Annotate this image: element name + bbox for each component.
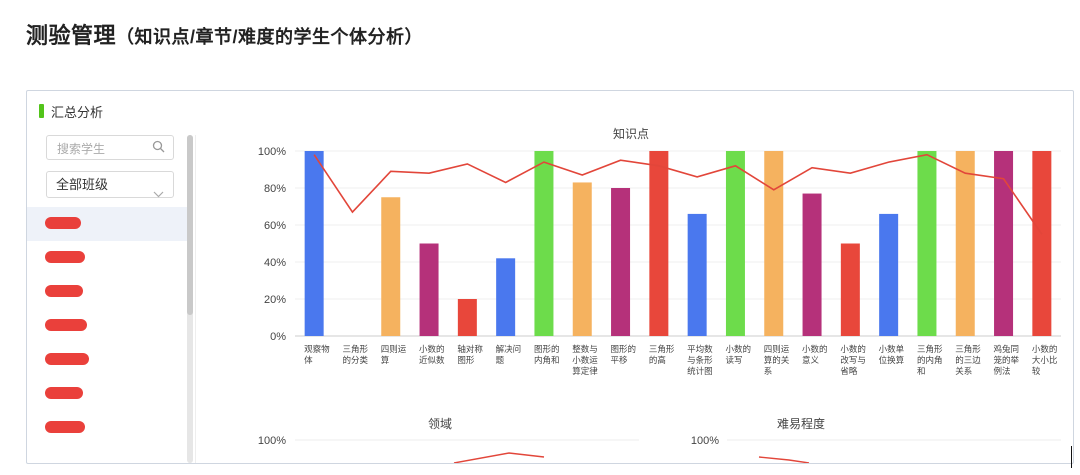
bar <box>994 151 1014 336</box>
redaction-mark <box>45 251 85 263</box>
student-list-item[interactable] <box>27 275 187 309</box>
line-series <box>313 153 1043 235</box>
chevron-down-icon <box>153 181 164 206</box>
difficulty-line-partial <box>758 456 810 463</box>
x-tick-label: 小数的大小比较 <box>1032 344 1058 376</box>
y-tick-label: 20% <box>264 294 286 306</box>
student-list-item[interactable] <box>27 343 187 377</box>
student-list-item[interactable] <box>27 241 187 275</box>
student-sidebar: 全部班级 <box>27 129 195 463</box>
redaction-mark <box>45 217 81 229</box>
student-list <box>27 207 187 445</box>
page-subtitle: （知识点/章节/难度的学生个体分析） <box>116 27 424 47</box>
x-tick-label: 平均数与条形统计图 <box>687 344 713 376</box>
student-search-input[interactable] <box>55 137 155 160</box>
student-list-item[interactable] <box>27 377 187 411</box>
bar <box>687 213 707 336</box>
bar <box>840 243 860 336</box>
x-tick-label: 整数与小数运算定律 <box>572 344 598 376</box>
panel-header: 汇总分析 <box>39 103 104 120</box>
text-cursor <box>1071 446 1072 468</box>
domain-line-partial <box>453 452 545 463</box>
page-title-main: 测验管理 <box>26 23 117 48</box>
x-tick-label: 小数的改写与省略 <box>840 344 866 376</box>
x-tick-label: 小数单位换算 <box>879 344 905 365</box>
bar <box>381 197 401 336</box>
student-list-item[interactable] <box>27 309 187 343</box>
redaction-mark <box>45 421 85 433</box>
bar <box>917 151 937 336</box>
chart-title-difficulty: 难易程度 <box>777 416 825 431</box>
bar <box>572 182 592 336</box>
student-list-item[interactable] <box>27 207 187 241</box>
x-tick-label: 四则运算 <box>381 344 407 365</box>
bar <box>457 299 477 336</box>
student-list-item[interactable] <box>27 411 187 445</box>
bar <box>764 151 784 336</box>
bar <box>649 151 669 336</box>
x-tick-label: 解决问题 <box>496 344 522 365</box>
bar <box>419 243 439 336</box>
page-title: 测验管理（知识点/章节/难度的学生个体分析） <box>26 18 423 50</box>
y-tick-label: 80% <box>264 183 286 195</box>
x-tick-label: 轴对称图形 <box>457 344 483 365</box>
redaction-mark <box>45 387 83 399</box>
x-tick-label: 三角形的分类 <box>342 344 368 365</box>
x-tick-label: 小数的近似数 <box>419 344 445 365</box>
summary-panel: 汇总分析 全部班级 知识点 0%20%40%60%80%100% 观察物体三角形… <box>26 90 1074 464</box>
x-tick-label: 图形的平移 <box>611 344 637 365</box>
class-select-value: 全部班级 <box>56 177 109 192</box>
bar <box>534 151 554 336</box>
x-tick-label: 四则运算的关系 <box>764 344 790 376</box>
main-chart-bars <box>304 151 1052 336</box>
y-tick-label: 100% <box>258 146 286 158</box>
difficulty-y-tick: 100% <box>691 435 719 447</box>
x-tick-label: 三角形的内角和 <box>917 344 943 376</box>
x-tick-label: 鸡兔同笼的举例法 <box>994 344 1020 376</box>
redaction-mark <box>45 353 89 365</box>
bar <box>955 151 975 336</box>
bar <box>496 258 516 336</box>
bar <box>879 213 899 336</box>
x-tick-label: 三角形的高 <box>649 344 675 365</box>
charts-area: 知识点 0%20%40%60%80%100% 观察物体三角形的分类四则运算小数的… <box>258 127 1061 463</box>
x-tick-label: 小数的读写 <box>725 344 751 365</box>
redaction-mark <box>45 319 87 331</box>
chart-title-domain: 领域 <box>428 417 452 431</box>
scrollbar-thumb[interactable] <box>187 135 193 315</box>
class-select[interactable]: 全部班级 <box>46 171 174 198</box>
bar <box>725 151 745 336</box>
bar <box>802 193 822 336</box>
y-tick-label: 40% <box>264 257 286 269</box>
bar <box>304 151 324 336</box>
x-tick-label: 小数的意义 <box>802 344 828 365</box>
y-tick-label: 60% <box>264 220 286 232</box>
main-chart-line-series <box>313 153 1043 235</box>
sidebar-scrollbar[interactable] <box>187 135 193 463</box>
main-chart-x-labels: 观察物体三角形的分类四则运算小数的近似数轴对称图形解决问题图形的内角和整数与小数… <box>304 344 1057 376</box>
x-tick-label: 图形的内角和 <box>534 344 560 365</box>
domain-y-tick: 100% <box>258 435 286 447</box>
bar <box>1032 151 1052 336</box>
search-icon[interactable] <box>152 140 165 158</box>
main-chart-y-ticks: 0% 20% 40% 60% 80% 100% <box>258 146 286 343</box>
main-chart-grid <box>295 150 1061 337</box>
student-search[interactable] <box>46 135 174 160</box>
redaction-mark <box>45 285 83 297</box>
sidebar-divider <box>195 135 196 463</box>
x-tick-label: 三角形的三边关系 <box>955 344 981 376</box>
y-tick-label: 0% <box>270 331 286 343</box>
x-tick-label: 观察物体 <box>304 344 330 365</box>
bar <box>611 188 631 336</box>
panel-header-marker <box>39 104 44 118</box>
chart-title-knowledge: 知识点 <box>613 127 649 141</box>
panel-header-title: 汇总分析 <box>51 104 104 120</box>
